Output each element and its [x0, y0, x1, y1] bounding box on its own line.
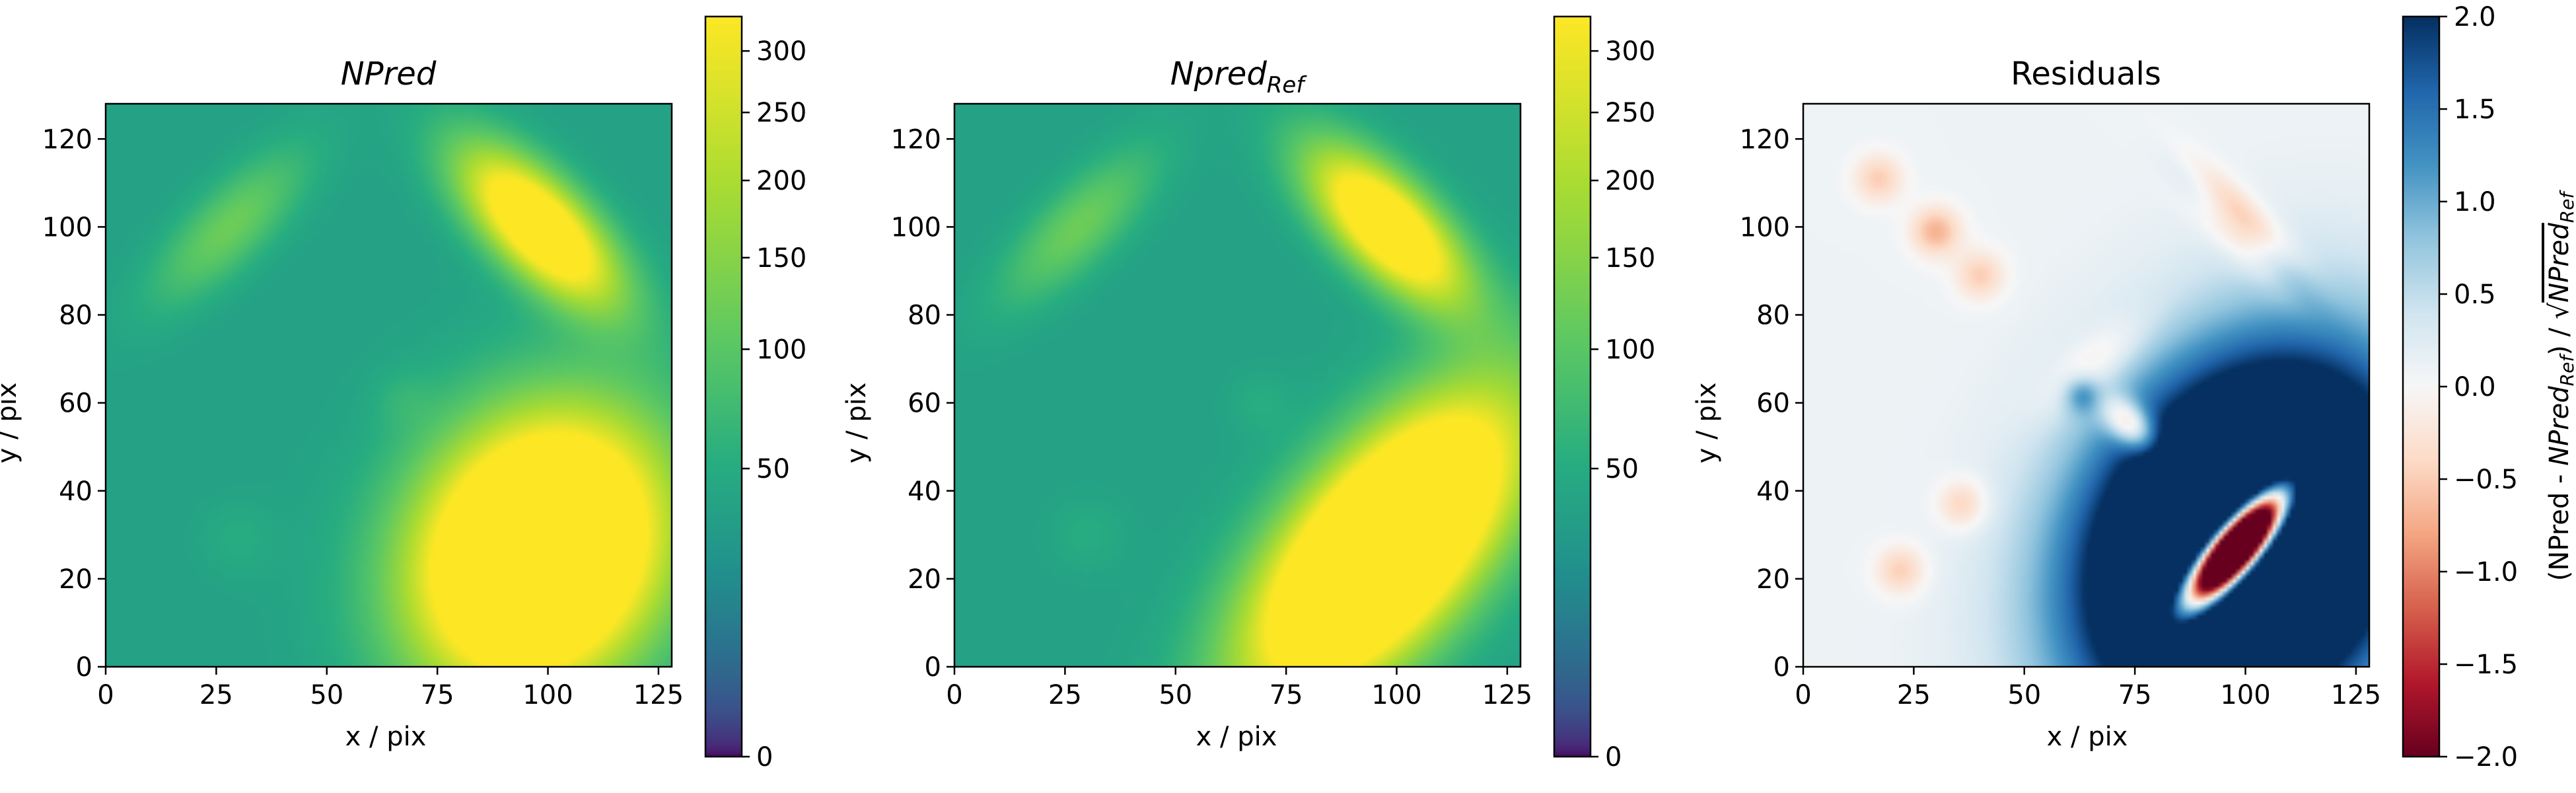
y-tick-label: 120 [891, 124, 941, 155]
y-tick-label: 100 [42, 212, 92, 243]
npred-title: NPred [341, 56, 437, 93]
x-tick-label: 0 [1795, 680, 1811, 710]
npred-heatmap [106, 104, 672, 667]
colorbar-tick-label: 50 [756, 454, 790, 484]
x-tick-label: 0 [946, 680, 962, 710]
colorbar-tick-label: 150 [1605, 243, 1655, 274]
panel-npred: NPred 0 25 50 75 100 125 0 20 40 60 80 100 120 x / … [0, 15, 806, 773]
x-tick-label: 50 [1159, 680, 1192, 710]
residuals-colorbar-label: (NPred - NPredRef) / √NPredRef [2544, 190, 2576, 582]
colorbar-tick-label: 1.5 [2454, 94, 2496, 125]
residuals-colorbar-ticks: −2.0 −1.5 −1.0 −0.5 0.0 0.5 1.0 1.5 2.0 [2439, 2, 2518, 773]
x-tick-label: 100 [1371, 680, 1421, 710]
colorbar-tick-label: −1.5 [2454, 650, 2518, 680]
x-tick-label: 50 [310, 680, 343, 710]
y-tick-label: 40 [59, 476, 92, 507]
npred-colorbar-frame [704, 15, 743, 758]
npred-colorbar [705, 17, 742, 757]
panel-npred-ref: NpredRef 0 25 50 75 100 125 0 20 40 60 80 100 120 x… [841, 15, 1655, 773]
y-tick-label: 0 [925, 652, 941, 683]
y-tick-label: 120 [42, 124, 92, 155]
colorbar-tick-label: −0.5 [2454, 465, 2518, 495]
x-tick-label: 25 [199, 680, 233, 710]
npred-ref-heatmap [954, 104, 1521, 667]
residuals-y-label: y / pix [1692, 383, 1722, 464]
y-tick-label: 80 [59, 301, 92, 331]
x-tick-label: 25 [1897, 680, 1931, 710]
colorbar-tick-label: 50 [1605, 454, 1639, 484]
npred-colorbar-ticks: 0 50 100 150 200 250 300 [742, 36, 806, 773]
colorbar-tick-label: 0.0 [2454, 372, 2496, 402]
x-tick-label: 100 [2220, 680, 2270, 710]
colorbar-tick-label: 100 [756, 334, 806, 365]
x-tick-label: 25 [1048, 680, 1082, 710]
residuals-x-ticks: 0 25 50 75 100 125 [1795, 667, 2381, 710]
residuals-colorbar [2403, 17, 2439, 757]
x-tick-label: 125 [633, 680, 684, 710]
y-tick-label: 100 [1740, 212, 1790, 243]
colorbar-tick-label: 100 [1605, 334, 1655, 365]
residuals-axes-frame [1802, 102, 2371, 668]
y-tick-label: 80 [908, 301, 941, 331]
y-tick-label: 20 [1756, 564, 1790, 595]
npred-axes-frame [104, 102, 673, 668]
npred-x-label: x / pix [345, 722, 427, 752]
x-tick-label: 75 [421, 680, 454, 710]
npred-y-ticks: 0 20 40 60 80 100 120 [42, 124, 106, 683]
npred-ref-x-label: x / pix [1196, 722, 1277, 752]
y-tick-label: 60 [1756, 389, 1790, 419]
colorbar-tick-label: 200 [756, 166, 806, 196]
colorbar-tick-label: 150 [756, 243, 806, 274]
residuals-y-ticks: 0 20 40 60 80 100 120 [1740, 124, 1803, 683]
npred-ref-colorbar [1554, 17, 1591, 757]
colorbar-tick-label: −2.0 [2454, 742, 2518, 773]
y-tick-label: 20 [59, 564, 92, 595]
residuals-x-label: x / pix [2047, 722, 2128, 752]
y-tick-label: 40 [1756, 476, 1790, 507]
colorbar-tick-label: 0 [756, 742, 773, 773]
npred-x-ticks: 0 25 50 75 100 125 [97, 667, 684, 710]
colorbar-tick-label: 2.0 [2454, 2, 2496, 32]
y-tick-label: 100 [891, 212, 941, 243]
npred-y-label: y / pix [0, 383, 22, 464]
colorbar-tick-label: 300 [756, 36, 806, 67]
y-tick-label: 40 [908, 476, 941, 507]
colorbar-tick-label: 1.0 [2454, 187, 2496, 217]
npred-ref-x-ticks: 0 25 50 75 100 125 [946, 667, 1532, 710]
colorbar-tick-label: 300 [1605, 36, 1655, 67]
x-tick-label: 125 [2331, 680, 2381, 710]
colorbar-tick-label: 250 [756, 98, 806, 128]
residuals-title: Residuals [2011, 56, 2161, 93]
y-tick-label: 0 [76, 652, 92, 683]
colorbar-tick-label: 0.5 [2454, 280, 2496, 310]
x-tick-label: 75 [2118, 680, 2152, 710]
x-tick-label: 100 [522, 680, 573, 710]
x-tick-label: 75 [1270, 680, 1303, 710]
y-tick-label: 80 [1756, 301, 1790, 331]
panel-residuals: Residuals 0 25 50 75 100 125 020406080100120 … [1692, 2, 2576, 773]
npred-ref-colorbar-frame [1553, 15, 1592, 758]
y-tick-label: 0 [1773, 652, 1790, 683]
colorbar-tick-label: −1.0 [2454, 557, 2518, 587]
x-tick-label: 50 [2007, 680, 2041, 710]
npred-ref-colorbar-ticks: 0 50 100 150 200 250 300 [1591, 36, 1655, 773]
colorbar-tick-label: 250 [1605, 98, 1655, 128]
y-tick-label: 20 [908, 564, 941, 595]
y-tick-label: 120 [1740, 124, 1790, 155]
colorbar-tick-label: 200 [1605, 166, 1655, 196]
colorbar-tick-label: 0 [1605, 742, 1622, 773]
npred-ref-axes-frame [953, 102, 1522, 668]
npred-ref-y-label: y / pix [841, 383, 872, 464]
residuals-heatmap [1803, 104, 2369, 667]
y-tick-label: 60 [59, 389, 92, 419]
x-tick-label: 0 [97, 680, 114, 710]
y-tick-label: 60 [908, 389, 941, 419]
npred-ref-title: NpredRef [1170, 56, 1308, 98]
npred-ref-y-ticks: 0 20 40 60 80 100 120 [891, 124, 954, 683]
x-tick-label: 125 [1482, 680, 1532, 710]
